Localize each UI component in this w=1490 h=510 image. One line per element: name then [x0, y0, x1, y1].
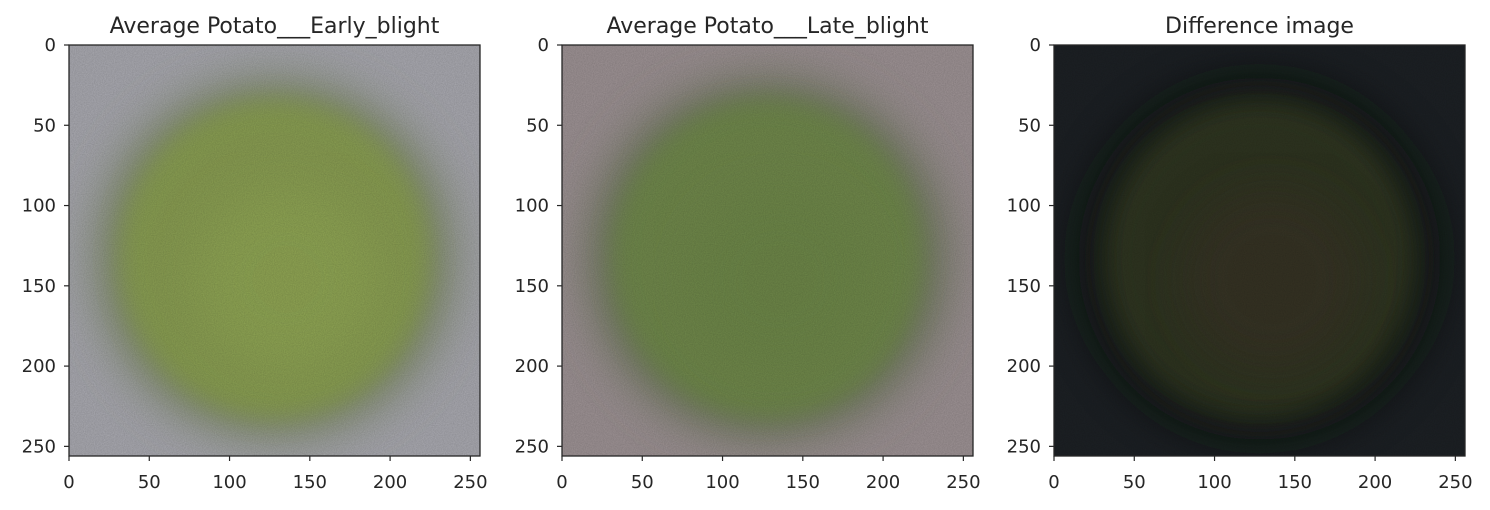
- x-tick-label: 50: [138, 472, 161, 493]
- axes-frame: [68, 44, 481, 457]
- x-tick-label: 250: [946, 472, 980, 493]
- x-tick-label: 200: [373, 472, 407, 493]
- y-tick-label: 200: [1007, 356, 1041, 377]
- y-tick-label: 150: [22, 276, 56, 297]
- x-tick-label: 100: [1197, 472, 1231, 493]
- x-tick-label: 250: [1438, 472, 1472, 493]
- x-tick-label: 150: [293, 472, 327, 493]
- y-tick-label: 150: [1007, 276, 1041, 297]
- image-grain: [562, 45, 973, 456]
- image-grain: [69, 45, 480, 456]
- panel-title: Average Potato___Late_blight: [606, 14, 928, 39]
- x-tick-label: 0: [556, 472, 567, 493]
- x-tick-label: 0: [63, 472, 74, 493]
- y-tick-label: 0: [45, 35, 56, 56]
- x-tick-label: 200: [866, 472, 900, 493]
- x-tick-label: 200: [1358, 472, 1392, 493]
- panel-title: Difference image: [1165, 14, 1354, 39]
- y-tick-label: 0: [1030, 35, 1041, 56]
- y-tick-label: 50: [526, 115, 549, 136]
- y-tick-label: 200: [515, 356, 549, 377]
- image-area: [1054, 45, 1465, 456]
- x-tick-label: 50: [1123, 472, 1146, 493]
- panel-3: Difference image 0 50 100 150 200 250 0 50 100 150…: [1007, 14, 1473, 493]
- y-tick-label: 50: [33, 115, 56, 136]
- image-area: [69, 45, 480, 456]
- y-tick-label: 100: [22, 196, 56, 217]
- x-tick-label: 100: [705, 472, 739, 493]
- y-tick-label: 250: [1007, 436, 1041, 457]
- x-tick-label: 150: [1278, 472, 1312, 493]
- y-tick-label: 150: [515, 276, 549, 297]
- x-tick-label: 100: [212, 472, 246, 493]
- y-tick-label: 50: [1018, 115, 1041, 136]
- image-area: [562, 45, 973, 456]
- x-tick-label: 0: [1048, 472, 1059, 493]
- axes-frame: [1053, 44, 1466, 457]
- panel-1: Average Potato___Early_blight 0 50 100 150 20…: [22, 14, 488, 493]
- y-tick-label: 250: [22, 436, 56, 457]
- panel-2: Average Potato___Late_blight 0 50 100 150 200…: [515, 14, 981, 493]
- x-tick-label: 150: [786, 472, 820, 493]
- y-tick-label: 100: [515, 196, 549, 217]
- axes-frame: [561, 44, 974, 457]
- y-tick-label: 250: [515, 436, 549, 457]
- x-tick-label: 50: [631, 472, 654, 493]
- image-grain: [1054, 45, 1465, 456]
- y-tick-label: 200: [22, 356, 56, 377]
- x-tick-label: 250: [453, 472, 487, 493]
- y-tick-label: 0: [538, 35, 549, 56]
- panel-title: Average Potato___Early_blight: [110, 14, 440, 39]
- y-tick-label: 100: [1007, 196, 1041, 217]
